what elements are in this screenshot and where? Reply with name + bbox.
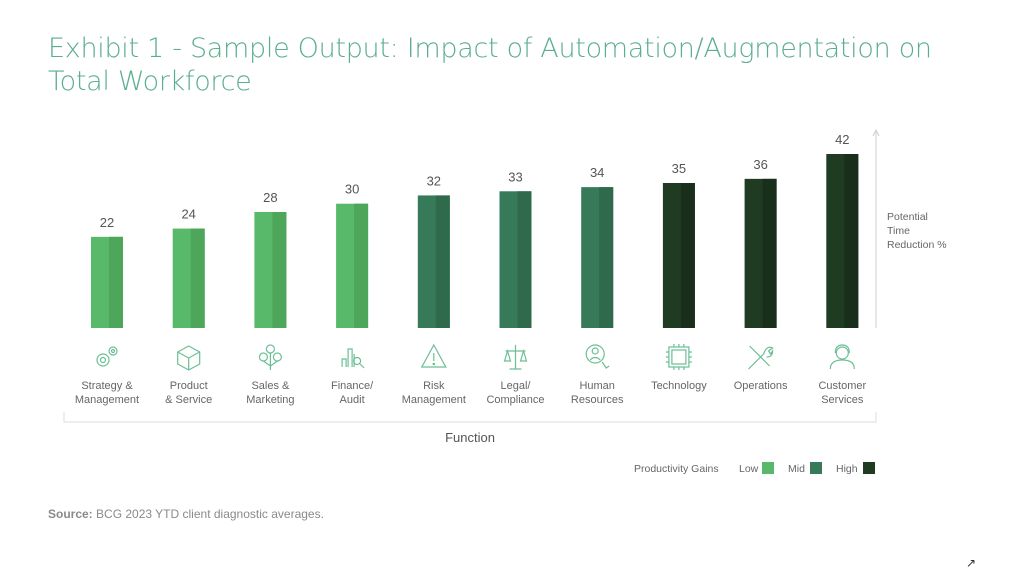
scales-icon xyxy=(503,345,528,370)
y-axis-label: Reduction % xyxy=(887,239,947,251)
gears-icon xyxy=(96,346,118,367)
bar-group: 34 Human Resources xyxy=(571,165,624,406)
bar-shade xyxy=(680,183,695,328)
bar-shade xyxy=(272,212,287,328)
bar-shade xyxy=(517,191,532,328)
chart-title: Exhibit 1 - Sample Output: Impact of Aut… xyxy=(48,33,932,97)
y-axis-label: Potential xyxy=(887,211,928,223)
data-label: 33 xyxy=(508,169,522,184)
data-label: 28 xyxy=(263,190,277,205)
data-label: 36 xyxy=(753,157,767,172)
category-label: Operations xyxy=(734,380,788,392)
data-label: 30 xyxy=(345,182,359,197)
chip-icon xyxy=(665,344,692,370)
box-icon xyxy=(177,345,201,371)
bar-group: 30 Finance/Audit xyxy=(331,182,374,406)
legend: Productivity Gains Low Mid High xyxy=(634,462,875,475)
x-axis-label: Function xyxy=(445,430,495,445)
legend-swatch xyxy=(863,462,875,474)
person-search-icon xyxy=(585,344,610,369)
y-axis-arrow xyxy=(872,128,880,137)
category-label: Finance/ xyxy=(331,380,374,392)
bar-shade xyxy=(762,178,777,328)
category-label: Audit xyxy=(340,394,365,406)
bar-group: 28 Sales & Marketing xyxy=(246,190,294,406)
legend-swatch xyxy=(762,462,774,474)
category-label: Strategy & xyxy=(81,380,133,392)
bar-chart: 22 Strategy & Management 24 Product & Service… xyxy=(63,128,947,475)
bar-shade xyxy=(844,154,859,328)
data-label: 35 xyxy=(672,161,686,176)
bar-group: 36 Operations xyxy=(734,157,788,392)
category-label: Marketing xyxy=(246,394,294,406)
category-label: Compliance xyxy=(486,394,544,406)
warning-icon xyxy=(420,343,447,368)
bar-shade xyxy=(354,203,369,328)
source-text: BCG 2023 YTD client diagnostic averages. xyxy=(96,507,324,521)
legend-label: Low xyxy=(739,463,759,475)
category-label: & Service xyxy=(165,394,212,406)
bar-group: 42 Customer Services xyxy=(818,132,866,406)
headset-person-icon xyxy=(829,344,855,370)
legend-title: Productivity Gains xyxy=(634,463,719,475)
data-label: 24 xyxy=(181,207,195,222)
category-label: Customer xyxy=(818,380,866,392)
data-label: 42 xyxy=(835,132,849,147)
bar-shade xyxy=(435,195,450,328)
x-axis-bracket xyxy=(63,412,877,423)
legend-label: High xyxy=(836,463,858,475)
legend-swatch xyxy=(810,462,822,474)
category-label: Legal/ xyxy=(501,380,532,392)
category-label: Resources xyxy=(571,394,624,406)
category-label: Technology xyxy=(651,380,707,392)
category-label: Services xyxy=(821,394,864,406)
bar-shade xyxy=(109,236,123,328)
people-tree-icon xyxy=(258,344,282,370)
bar-group: 35 Technology xyxy=(651,161,707,392)
tools-icon xyxy=(748,345,774,370)
bar-group: 33 Legal/Compliance xyxy=(486,169,544,406)
category-label: Management xyxy=(402,394,466,406)
y-axis-label: Time xyxy=(887,225,910,237)
bar-shade xyxy=(190,228,205,328)
source-note: Source: BCG 2023 YTD client diagnostic a… xyxy=(48,507,324,521)
category-label: Sales & xyxy=(251,380,290,392)
category-label: Risk xyxy=(423,380,445,392)
category-label: Product xyxy=(170,380,208,392)
bar-group: 24 Product & Service xyxy=(165,207,212,406)
bar-chart-search-icon xyxy=(341,348,365,369)
data-label: 34 xyxy=(590,165,604,180)
category-label: Management xyxy=(75,394,139,406)
bar-group: 32 Risk Management xyxy=(402,173,466,406)
data-label: 22 xyxy=(100,215,114,230)
arrow-up-right-icon[interactable]: ↗ xyxy=(966,556,977,570)
source-label: Source: xyxy=(48,507,93,521)
bar-group: 22 Strategy & Management xyxy=(75,215,139,406)
legend-label: Mid xyxy=(788,463,805,475)
category-label: Human xyxy=(579,380,614,392)
data-label: 32 xyxy=(427,173,441,188)
bar-shade xyxy=(599,187,614,328)
